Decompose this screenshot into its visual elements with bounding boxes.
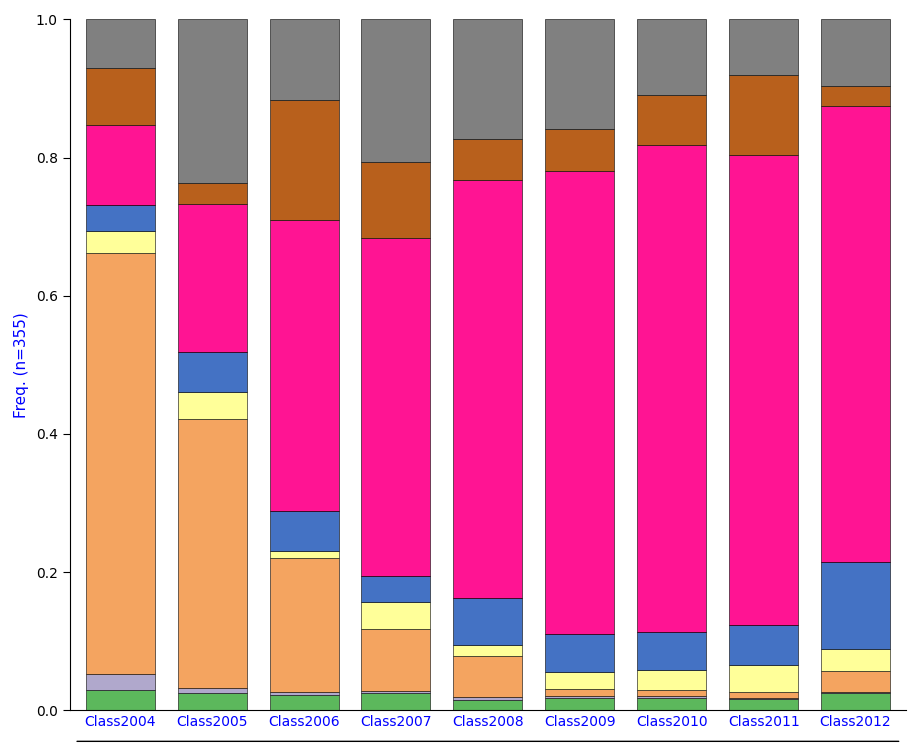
Bar [85,204,154,231]
Bar [545,672,614,689]
Bar [545,171,614,634]
Bar [269,19,338,100]
Bar [269,557,338,692]
Bar [177,183,246,204]
Bar [177,352,246,392]
Bar [269,510,338,551]
Bar [545,695,614,698]
Bar [269,692,338,695]
Bar [453,139,522,181]
Bar [85,125,154,204]
Bar [361,629,430,691]
Bar [269,695,338,710]
Bar [361,691,430,693]
Bar [729,699,798,710]
Bar [177,392,246,419]
Bar [177,19,246,183]
Bar [85,19,154,68]
Y-axis label: Freq. (n=355): Freq. (n=355) [14,312,28,418]
Bar [545,689,614,695]
Bar [545,634,614,672]
Bar [85,231,154,253]
Bar [820,85,889,106]
Bar [545,129,614,171]
Bar [85,253,154,675]
Bar [820,106,889,562]
Bar [637,698,706,710]
Bar [361,238,430,577]
Bar [637,632,706,670]
Bar [545,698,614,710]
Bar [729,698,798,699]
Bar [820,19,889,85]
Bar [453,697,522,700]
Bar [729,665,798,692]
Bar [177,693,246,710]
Bar [820,562,889,649]
Bar [361,19,430,162]
Bar [729,155,798,625]
Bar [85,675,154,690]
Bar [729,19,798,74]
Bar [453,655,522,697]
Bar [85,690,154,710]
Bar [361,577,430,603]
Bar [269,551,338,557]
Bar [453,598,522,646]
Bar [729,692,798,698]
Bar [729,74,798,155]
Bar [269,100,338,221]
Bar [820,671,889,692]
Bar [453,19,522,139]
Bar [177,204,246,352]
Bar [820,692,889,693]
Bar [453,646,522,655]
Bar [637,145,706,632]
Bar [637,19,706,95]
Bar [545,19,614,129]
Bar [729,625,798,665]
Bar [361,603,430,629]
Bar [820,649,889,671]
Bar [453,181,522,598]
Bar [177,688,246,693]
Bar [269,221,338,510]
Bar [637,696,706,698]
Bar [85,68,154,125]
Bar [177,419,246,688]
Bar [361,693,430,710]
Bar [637,690,706,696]
Bar [637,670,706,690]
Bar [361,162,430,238]
Bar [820,693,889,710]
Bar [453,700,522,710]
Bar [637,95,706,145]
